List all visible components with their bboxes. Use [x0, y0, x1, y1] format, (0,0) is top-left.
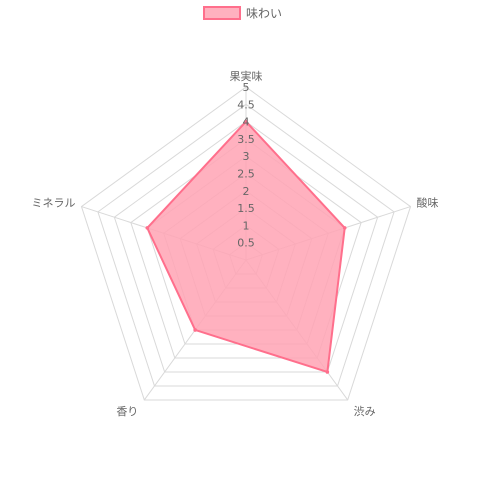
axis-label: 香り	[116, 405, 138, 418]
data-point	[325, 370, 330, 374]
tick-label: 3	[243, 150, 250, 163]
data-points	[145, 119, 347, 374]
tick-label: 4.5	[237, 98, 255, 111]
data-area-series-1	[146, 120, 346, 373]
tick-label: 2	[243, 185, 250, 198]
grid-ring	[130, 138, 362, 359]
tick-label: 4	[243, 116, 250, 129]
legend-swatch[interactable]	[203, 6, 241, 20]
tick-label: 1	[243, 219, 250, 232]
radial-tick-labels: 0.5 1 1.5 2 2.5 3 3.5 4 4.5 5	[237, 81, 255, 250]
grid-ring	[97, 103, 395, 387]
grid-ring	[80, 86, 412, 401]
grid-ring	[113, 120, 379, 373]
tick-label: 1.5	[237, 202, 255, 215]
tick-label: 3.5	[237, 133, 255, 146]
axis-label: 酸味	[417, 196, 439, 210]
tick-label: 2.5	[237, 168, 255, 181]
axis-label: ミネラル	[31, 197, 75, 210]
tick-label: 0.5	[237, 237, 255, 250]
data-point	[342, 226, 347, 230]
axis-label: 渋み	[354, 405, 376, 418]
axis-label: 果実味	[230, 69, 263, 83]
data-point	[145, 226, 150, 230]
data-point	[193, 328, 197, 332]
data-point	[244, 119, 248, 124]
legend[interactable]: 味わい	[203, 6, 282, 21]
legend-label[interactable]: 味わい	[246, 7, 282, 21]
tick-label: 5	[243, 81, 250, 94]
